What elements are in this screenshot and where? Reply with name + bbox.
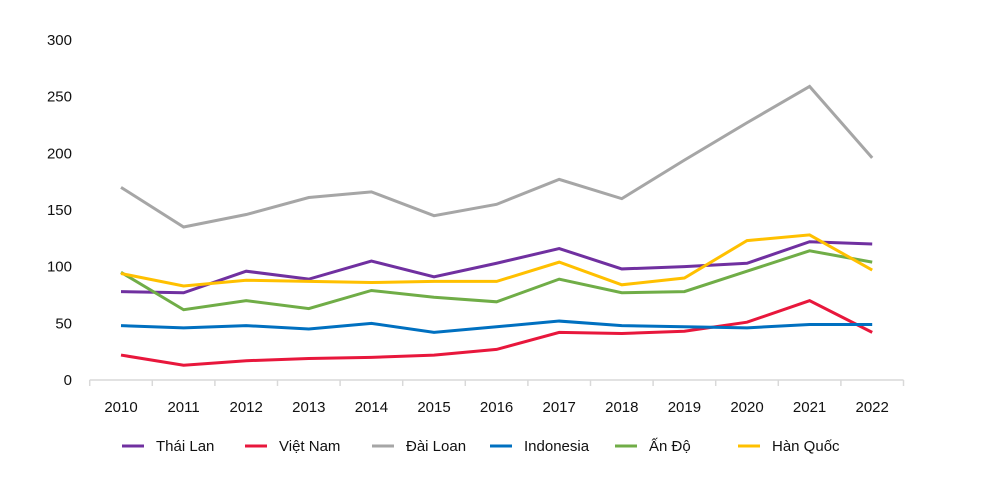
series-line-0 [120, 240, 873, 295]
x-tick-label: 2013 [292, 399, 325, 416]
legend-item: Ấn Độ [615, 438, 691, 455]
legend-label: Đài Loan [406, 438, 466, 455]
series-line-4 [120, 249, 873, 312]
x-tick-label: 2022 [856, 399, 889, 416]
legend-item: Indonesia [490, 438, 590, 455]
series-line-5 [120, 233, 873, 288]
x-tick-label: 2014 [355, 399, 388, 416]
x-tick-label: 2015 [417, 399, 450, 416]
legend-item: Việt Nam [245, 438, 340, 455]
x-tick-label: 2021 [793, 399, 826, 416]
y-tick-label: 150 [47, 202, 72, 219]
x-tick-label: 2010 [104, 399, 137, 416]
y-tick-label: 200 [47, 145, 72, 162]
y-tick-label: 50 [55, 315, 72, 332]
legend-item: Hàn Quốc [738, 438, 840, 455]
legend-label: Ấn Độ [649, 438, 691, 455]
x-tick-label: 2011 [167, 399, 199, 416]
series-lines [120, 84, 874, 367]
series-line-3 [120, 319, 873, 334]
legend-label: Thái Lan [156, 438, 214, 455]
x-tick-label: 2016 [480, 399, 513, 416]
y-tick-label: 250 [47, 89, 72, 106]
y-tick-label: 0 [64, 372, 72, 389]
x-tick-label: 2012 [230, 399, 263, 416]
x-axis: 2010 2011 2012 2013 2014 2015 2016 2017 2018 2019… [88, 379, 905, 416]
x-tick-label: 2019 [668, 399, 701, 416]
y-tick-label: 300 [47, 32, 72, 49]
y-tick-label: 100 [47, 259, 72, 276]
x-tick-label: 2017 [543, 399, 576, 416]
series-line-2 [120, 84, 874, 229]
legend: Thái Lan Việt Nam Đài Loan Indonesia Ấn Độ Hà… [122, 438, 840, 455]
series-line-1 [120, 299, 873, 367]
x-tick-label: 2020 [730, 399, 763, 416]
legend-item: Thái Lan [122, 438, 214, 455]
y-axis: 0 50 100 150 200 250 300 [47, 32, 72, 389]
legend-label: Việt Nam [279, 438, 340, 455]
x-tick-label: 2018 [605, 399, 638, 416]
legend-label: Hàn Quốc [772, 438, 840, 455]
legend-label: Indonesia [524, 438, 590, 455]
legend-item: Đài Loan [372, 438, 466, 455]
